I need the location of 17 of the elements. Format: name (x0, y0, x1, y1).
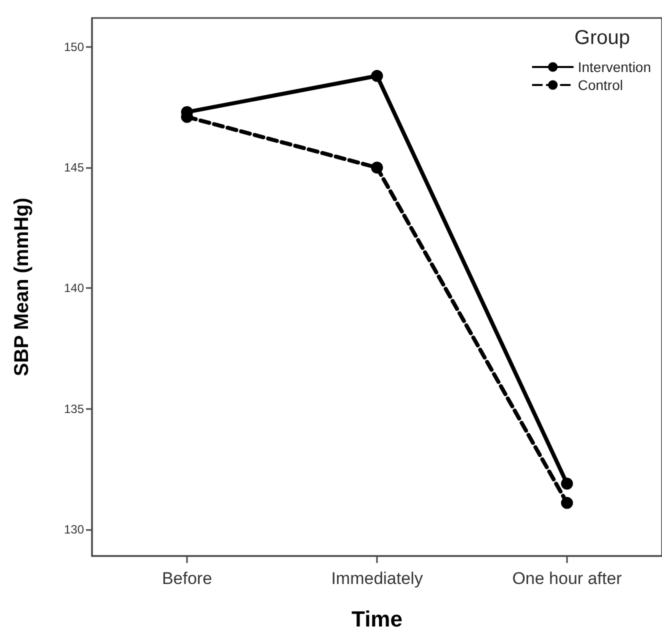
point (561, 478, 573, 490)
legend-title: Group (574, 27, 630, 49)
y-tick-label: 135 (64, 402, 84, 416)
point (371, 70, 383, 82)
point (371, 162, 383, 174)
y-tick-label: 140 (64, 281, 84, 296)
legend-label: Intervention (578, 59, 652, 75)
y-axis-title: SBP Mean (mmHg) (11, 198, 33, 376)
y-tick-label: 145 (64, 160, 84, 175)
point (561, 496, 573, 509)
y-tick-label: 150 (64, 40, 84, 54)
y-tick-label: 130 (64, 522, 84, 536)
x-tick-label: Immediately (331, 569, 424, 588)
x-tick-label: One hour after (512, 569, 622, 588)
x-axis-title: Time (352, 606, 402, 632)
x-tick-label: Before (162, 569, 212, 588)
legend-label: Control (578, 77, 623, 93)
